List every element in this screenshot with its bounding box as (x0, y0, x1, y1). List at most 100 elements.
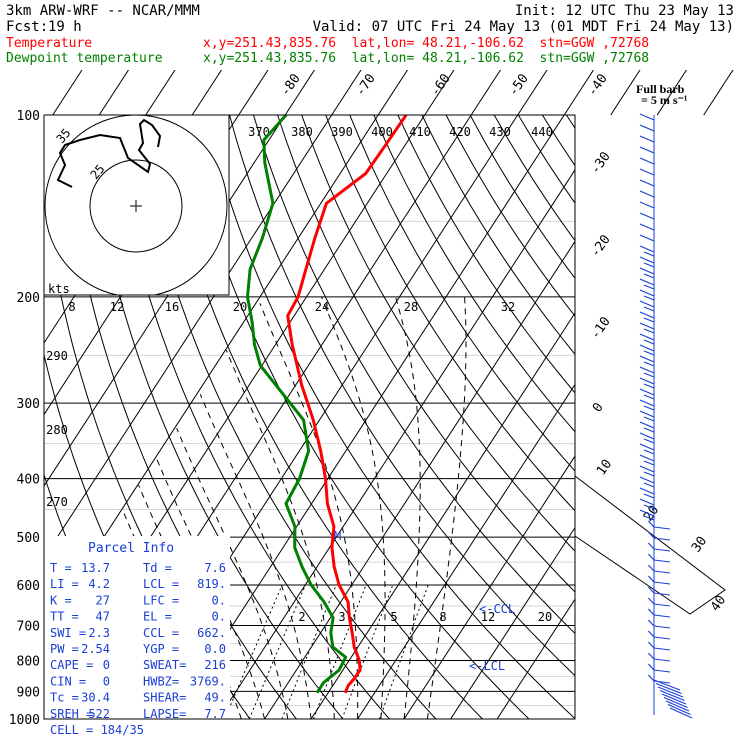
wind-barb (639, 245, 655, 253)
parcel-value: 216 (204, 658, 226, 672)
wind-barb-low (653, 570, 671, 574)
temperature-tick-label: -50 (506, 71, 532, 99)
legend-dewpoint-location: x,y=251.43,835.76 lat,lon= 48.21,-106.62… (203, 51, 649, 66)
mixing-ratio-line (224, 584, 283, 719)
parcel-value: 0.0 (204, 642, 226, 656)
wind-barb-low (653, 537, 671, 541)
wind-barb-surface (659, 689, 685, 702)
theta-label: 380 (291, 125, 313, 139)
mixing-ratio-label-low: 8 (439, 610, 446, 624)
isotherm (44, 115, 333, 559)
parcel-value: 13.7 (81, 561, 110, 575)
wind-barb-half (643, 405, 655, 411)
isotherm (496, 598, 575, 719)
mixing-ratio-label: 28 (404, 300, 418, 314)
mixing-ratio-label-low: 2 (298, 610, 305, 624)
dry-adiabat (663, 115, 740, 719)
wind-barb (639, 487, 655, 495)
dry-adiabat (349, 115, 575, 472)
dry-adiabat (156, 115, 483, 719)
isotherm (264, 240, 575, 719)
wind-barb-half (643, 416, 655, 422)
wind-barb (647, 531, 655, 539)
mixing-ratio-label: 16 (165, 300, 179, 314)
wind-barb (639, 201, 655, 209)
dry-adiabat (711, 115, 740, 719)
temperature-line (286, 115, 408, 694)
parcel-label: Tc = (50, 691, 79, 705)
legend-temperature-label: Temperature (6, 36, 92, 51)
plot-frame (43, 114, 576, 720)
wind-barb (647, 630, 655, 638)
parcel-cell: CELL = 184/35 (50, 723, 144, 737)
theta-label: 370 (248, 125, 270, 139)
isotherm (217, 169, 575, 719)
theta-label: 430 (489, 125, 511, 139)
mixing-ratio-label-low: 3 (338, 610, 345, 624)
temperature-tick-label: 10 (594, 457, 615, 478)
hodograph-units: kts (48, 282, 70, 296)
wind-barb-half (643, 317, 655, 323)
wind-barb (639, 179, 655, 187)
mixing-ratio-label: 32 (501, 300, 515, 314)
wind-barb-low (653, 526, 671, 530)
parcel-value: 2.54 (81, 642, 110, 656)
pressure-tick-label: 500 (17, 531, 40, 546)
wind-barb-low (653, 592, 671, 596)
wind-barb (639, 267, 655, 275)
pressure-tick-label: 100 (17, 109, 40, 124)
parcel-label: LI = (50, 577, 79, 591)
wind-barb (639, 135, 655, 143)
parcel-label: SHEAR= (143, 691, 186, 705)
wind-barb (639, 377, 655, 385)
wind-barb (639, 443, 655, 451)
wind-barb (639, 366, 655, 374)
parcel-label: CCL = (143, 626, 179, 640)
parcel-info-panel: Parcel Info T = 13.7 Td = 7.6 LI = 4.2 LCL = 81… (44, 536, 230, 737)
isotherm-extension (703, 70, 734, 116)
isotherm-extension (284, 70, 316, 116)
dry-adiabat (84, 115, 344, 719)
wind-barb (639, 212, 655, 220)
dry-adiabat (421, 115, 575, 356)
wind-barb-low (653, 625, 671, 629)
isotherm-extension (238, 70, 269, 116)
ccl-marker: <-CCL (479, 602, 515, 616)
wind-barb-half (643, 383, 655, 389)
parcel-label: CAPE = (50, 658, 93, 672)
mixed-layer-marker: M (334, 529, 341, 543)
temperature-tick-label: 0 (590, 400, 607, 415)
wind-barb (639, 157, 655, 165)
dry-adiabat (735, 115, 740, 719)
parcel-label: T = (50, 561, 72, 575)
parcel-value: 3769. (190, 674, 226, 688)
isotherm-extension (424, 70, 455, 116)
isotherm (357, 383, 575, 719)
dry-adiabat (445, 115, 575, 317)
wind-barb (639, 113, 655, 121)
parcel-label: TT = (50, 610, 79, 624)
dry-adiabat (373, 115, 575, 433)
wind-barb-low (653, 669, 671, 673)
dry-adiabat (615, 115, 740, 719)
isotherm-extension (470, 70, 502, 116)
wind-legend-units: = 5 m s⁻¹ (641, 93, 688, 107)
wind-barb-low (653, 548, 671, 552)
wind-barb-low (653, 614, 671, 618)
pressure-tick-label: 600 (17, 579, 40, 594)
wind-barb-half (643, 504, 655, 510)
wind-barb (647, 619, 655, 627)
wind-barb-half (643, 460, 655, 466)
theta-label: 400 (371, 125, 393, 139)
wind-barb-half (643, 438, 655, 444)
wind-barb-half (643, 394, 655, 400)
init-time: Init: 12 UTC Thu 23 May 13 (515, 3, 734, 19)
pressure-tick-label: 300 (17, 397, 40, 412)
wind-barb-surface (661, 693, 687, 705)
wind-barb-half (643, 262, 655, 268)
wind-barb (639, 465, 655, 473)
wind-barb (639, 509, 655, 517)
parcel-value: 0. (212, 610, 226, 624)
wind-barb-half (643, 339, 655, 345)
wind-barb (639, 124, 655, 132)
